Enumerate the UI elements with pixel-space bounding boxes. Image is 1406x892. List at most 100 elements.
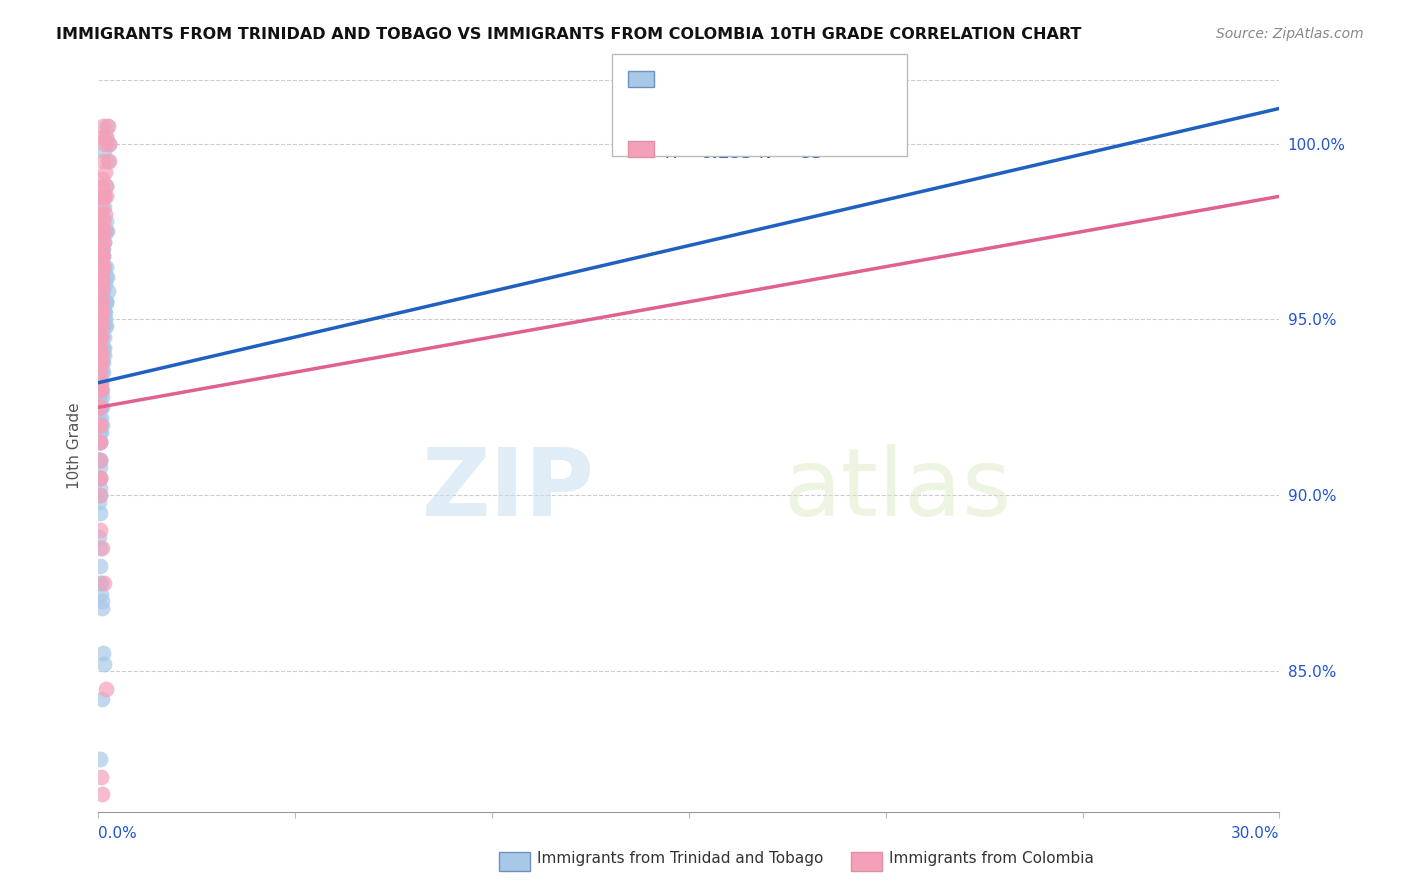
Point <box>89 330 111 344</box>
Point <box>89 354 111 368</box>
Point <box>90 277 112 292</box>
Point <box>90 787 112 801</box>
Point <box>90 294 112 309</box>
Point <box>90 242 112 256</box>
Point <box>89 453 111 467</box>
Text: 0.253: 0.253 <box>700 144 752 161</box>
Point <box>90 330 112 344</box>
Point <box>91 214 114 228</box>
Point <box>89 524 111 538</box>
Text: Immigrants from Trinidad and Tobago: Immigrants from Trinidad and Tobago <box>537 851 824 865</box>
Point <box>89 348 111 362</box>
Point <box>90 330 112 344</box>
Point <box>91 319 114 334</box>
Point <box>90 294 112 309</box>
Point <box>91 354 114 368</box>
Point <box>94 260 117 274</box>
Point <box>89 410 111 425</box>
Text: Immigrants from Colombia: Immigrants from Colombia <box>889 851 1094 865</box>
Point <box>91 225 114 239</box>
Point <box>89 305 111 319</box>
Point <box>89 435 111 450</box>
Point <box>89 417 111 432</box>
Point <box>91 214 114 228</box>
Point <box>96 270 118 285</box>
Point <box>89 401 111 415</box>
Point <box>93 235 115 249</box>
Point <box>93 225 115 239</box>
Point <box>89 305 111 319</box>
Point <box>91 294 114 309</box>
Point <box>91 270 114 285</box>
Point <box>93 164 115 178</box>
Point <box>89 470 111 484</box>
Point <box>90 330 112 344</box>
Point <box>91 348 114 362</box>
Point <box>89 470 111 484</box>
Point <box>94 294 117 309</box>
Point <box>93 260 115 274</box>
Point <box>94 214 117 228</box>
Point <box>96 294 118 309</box>
Point <box>91 270 114 285</box>
Point <box>90 770 112 784</box>
Text: N =: N = <box>759 144 796 161</box>
Point <box>90 249 112 263</box>
Point <box>90 348 112 362</box>
Point <box>90 390 112 404</box>
Point <box>87 453 110 467</box>
Text: 0.0%: 0.0% <box>98 826 138 841</box>
Point <box>89 531 111 545</box>
Point <box>90 425 112 439</box>
Point <box>90 270 112 285</box>
Point <box>90 417 112 432</box>
Point <box>93 341 115 355</box>
Point <box>93 319 115 334</box>
Point <box>93 657 115 671</box>
Point <box>89 319 111 334</box>
Point <box>89 189 111 203</box>
Text: R =: R = <box>665 74 702 92</box>
Point <box>90 129 112 144</box>
Text: N =: N = <box>759 74 796 92</box>
Point <box>96 178 118 193</box>
Point <box>87 341 110 355</box>
Point <box>89 376 111 390</box>
Point <box>89 417 111 432</box>
Point <box>93 576 115 591</box>
Point <box>89 506 111 520</box>
Point <box>91 319 114 334</box>
Point <box>89 435 111 450</box>
Point <box>96 225 118 239</box>
Point <box>91 401 114 415</box>
Point <box>93 330 115 344</box>
Point <box>96 270 118 285</box>
Point <box>93 207 115 221</box>
Point <box>89 354 111 368</box>
Point <box>89 319 111 334</box>
Point <box>87 365 110 379</box>
Text: 114: 114 <box>797 74 832 92</box>
Point <box>90 376 112 390</box>
Text: R =: R = <box>665 144 702 161</box>
Point <box>93 189 115 203</box>
Point <box>89 270 111 285</box>
Point <box>89 417 111 432</box>
Point <box>96 119 118 133</box>
Point <box>89 214 111 228</box>
Text: 83: 83 <box>794 144 824 161</box>
Point <box>93 312 115 326</box>
Point <box>89 481 111 495</box>
Point <box>89 242 111 256</box>
Point <box>91 341 114 355</box>
Point <box>89 294 111 309</box>
Point <box>91 249 114 263</box>
Point <box>89 383 111 397</box>
Point <box>89 305 111 319</box>
Point <box>91 249 114 263</box>
Point <box>89 341 111 355</box>
Point <box>87 390 110 404</box>
Point <box>90 587 112 601</box>
Point <box>94 178 117 193</box>
Text: 30.0%: 30.0% <box>1232 826 1279 841</box>
